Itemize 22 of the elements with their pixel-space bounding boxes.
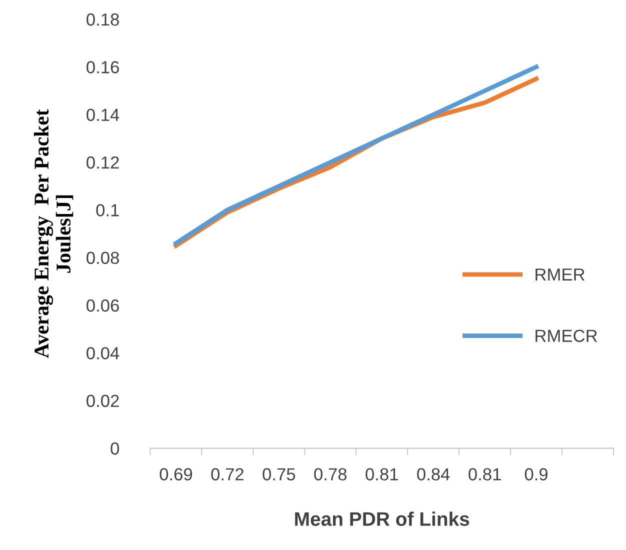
- y-tick-label: 0.14: [86, 108, 120, 122]
- x-axis-title: Mean PDR of Links: [295, 512, 470, 526]
- x-tick-label: 0.72: [211, 468, 244, 480]
- y-tick-label: 0.08: [86, 252, 119, 264]
- y-tick-label: 0.18: [86, 13, 119, 26]
- y-axis-title: Average Energy Per Packet Joules[J]: [34, 109, 74, 358]
- legend-label: RMECR: [536, 330, 598, 342]
- x-tick-label: 0.78: [314, 468, 347, 480]
- x-tick-label: 0.84: [417, 468, 450, 480]
- y-tick-label: 0.04: [86, 347, 120, 360]
- legend-label: RMER: [536, 268, 585, 281]
- y-tick-label: 0: [110, 442, 120, 455]
- y-tick-label: 0.12: [86, 156, 119, 169]
- x-tick-label: 0.81: [468, 468, 501, 480]
- x-tick-label: 0.9: [524, 468, 548, 480]
- x-tick-label: 0.75: [262, 468, 296, 480]
- y-tick-label: 0.06: [86, 299, 119, 312]
- y-tick-label: 0.02: [86, 394, 119, 408]
- y-tick-label: 0.16: [86, 61, 119, 74]
- x-tick-label: 0.69: [160, 468, 192, 480]
- y-tick-label: 0.1: [96, 204, 119, 216]
- x-tick-label: 0.81: [366, 468, 398, 480]
